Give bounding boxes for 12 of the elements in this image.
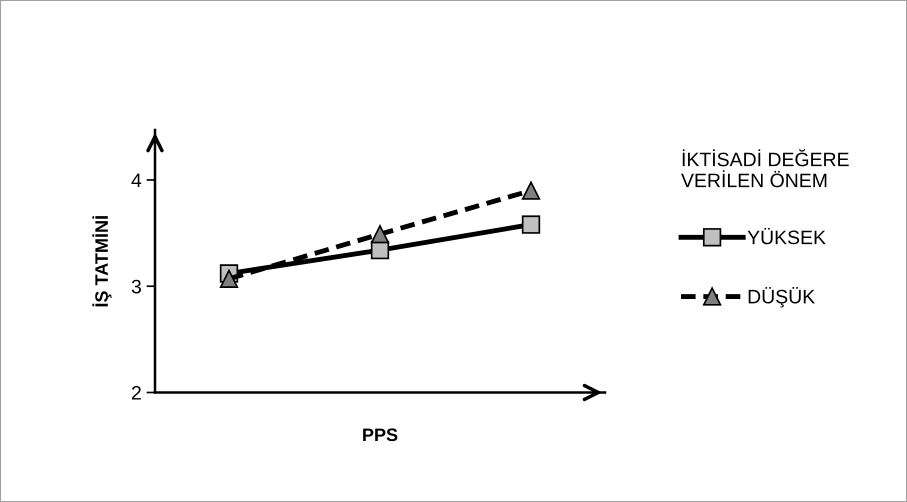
legend-title: İKTİSADİ DEĞERE VERİLEN ÖNEM: [681, 149, 849, 188]
point: [220, 270, 238, 288]
y-tick-label: 3: [132, 280, 141, 294]
point: [522, 181, 540, 200]
point: [522, 215, 540, 234]
y-tick-label: 2: [132, 386, 141, 400]
legend-label: DÜŞÜK: [748, 287, 815, 308]
legend-label: YÜKSEK: [748, 228, 826, 244]
y-tick-label: 4: [131, 174, 142, 187]
x-axis-title: PPS: [363, 428, 398, 442]
y-axis-title: İŞ TATMİNİ: [92, 216, 112, 306]
point: [370, 224, 390, 244]
